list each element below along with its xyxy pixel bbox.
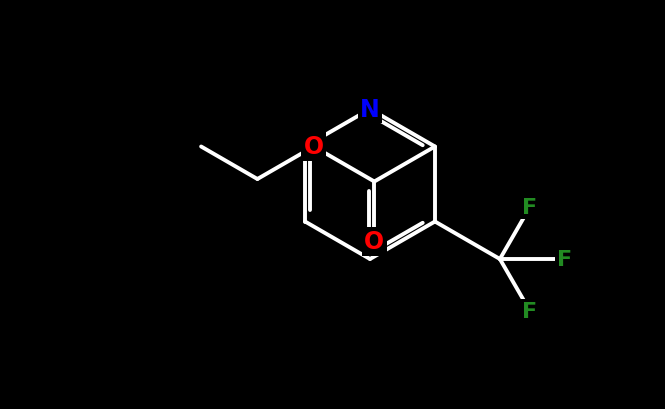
Text: F: F [522,301,537,321]
Text: F: F [557,249,573,270]
Text: O: O [364,230,384,254]
Text: N: N [360,98,380,122]
Text: F: F [522,198,537,218]
Text: O: O [304,135,324,159]
